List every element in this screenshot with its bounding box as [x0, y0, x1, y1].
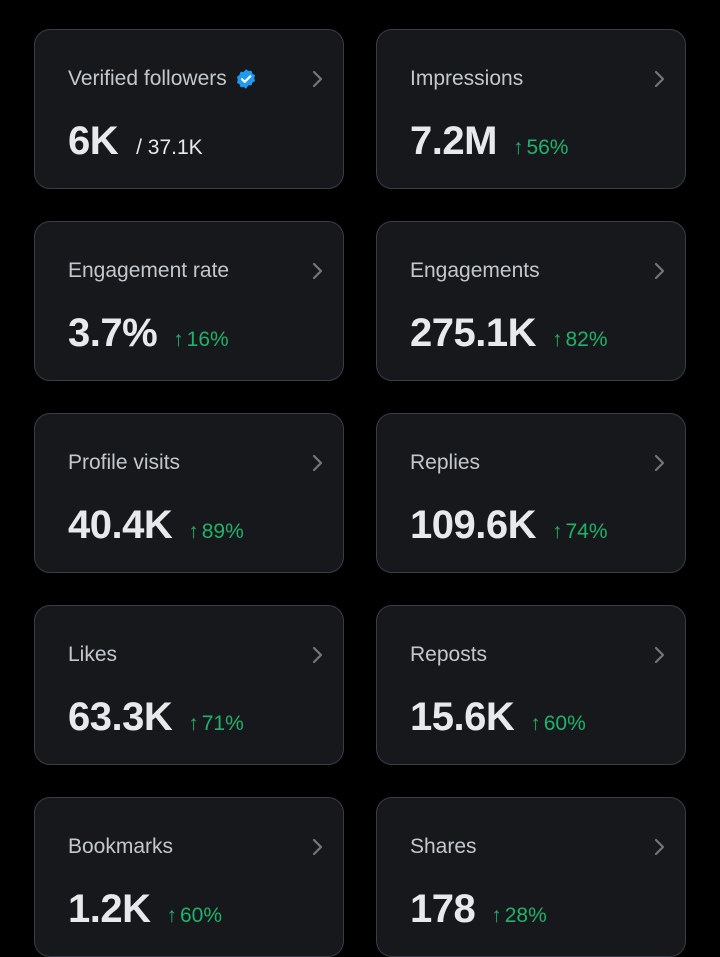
metric-value-row: 3.7% ↑ 16%: [68, 310, 229, 356]
metric-change: ↑ 89%: [188, 520, 244, 544]
verified-badge-icon: [236, 69, 255, 89]
metric-value-row: 1.2K ↑ 60%: [68, 886, 222, 932]
analytics-metrics-grid: Verified followers 6K / 37.1K Impression…: [34, 29, 686, 957]
chevron-right-icon: [312, 838, 323, 856]
metric-title: Likes: [68, 643, 117, 667]
metric-change-percent: 56%: [526, 136, 569, 159]
metric-total: / 37.1K: [136, 136, 203, 159]
metric-value-row: 109.6K ↑ 74%: [410, 502, 608, 548]
metric-card-replies[interactable]: Replies 109.6K ↑ 74%: [376, 413, 686, 573]
metric-change-percent: 60%: [180, 904, 223, 927]
metric-change: ↑ 60%: [167, 904, 223, 928]
metric-value-row: 178 ↑ 28%: [410, 886, 547, 932]
metric-change: ↑ 74%: [552, 520, 608, 544]
metric-change-percent: 89%: [201, 520, 244, 543]
metric-label: Engagement rate: [68, 259, 230, 282]
metric-change: ↑ 60%: [530, 712, 586, 736]
metric-label: Likes: [68, 643, 118, 666]
metric-value-row: 40.4K ↑ 89%: [68, 502, 244, 548]
metric-title: Impressions: [410, 67, 523, 91]
metric-change: ↑ 28%: [491, 904, 547, 928]
metric-title: Shares: [410, 835, 477, 859]
chevron-right-icon: [654, 262, 665, 280]
metric-title: Engagement rate: [68, 259, 229, 283]
metric-change: ↑ 56%: [513, 136, 569, 160]
arrow-up-icon: ↑: [530, 712, 541, 735]
metric-value: 275.1K: [410, 311, 536, 355]
chevron-right-icon: [312, 454, 323, 472]
metric-title: Engagements: [410, 259, 540, 283]
chevron-right-icon: [312, 70, 323, 88]
metric-value: 7.2M: [410, 119, 497, 163]
metric-change-percent: 74%: [565, 520, 608, 543]
metric-change: ↑ 16%: [173, 328, 229, 352]
metric-value: 6K: [68, 119, 119, 163]
metric-value-row: 63.3K ↑ 71%: [68, 694, 244, 740]
metric-value-row: 15.6K ↑ 60%: [410, 694, 586, 740]
arrow-up-icon: ↑: [551, 328, 563, 351]
metric-label: Replies: [410, 451, 481, 474]
metric-card-bookmarks[interactable]: Bookmarks 1.2K ↑ 60%: [34, 797, 344, 957]
metric-card-engagements[interactable]: Engagements 275.1K ↑ 82%: [376, 221, 686, 381]
metric-label: Shares: [410, 835, 477, 858]
metric-value-row: 275.1K ↑ 82%: [410, 310, 608, 356]
metric-value: 63.3K: [68, 695, 173, 739]
metric-card-engagement-rate[interactable]: Engagement rate 3.7% ↑ 16%: [34, 221, 344, 381]
metric-title: Reposts: [410, 643, 487, 667]
metric-title: Replies: [410, 451, 480, 475]
metric-value: 3.7%: [68, 311, 158, 355]
metric-change-percent: 71%: [201, 712, 244, 735]
arrow-up-icon: ↑: [188, 712, 199, 735]
chevron-right-icon: [312, 262, 323, 280]
metric-card-shares[interactable]: Shares 178 ↑ 28%: [376, 797, 686, 957]
metric-change-percent: 16%: [186, 328, 229, 351]
arrow-up-icon: ↑: [188, 520, 199, 543]
metric-change: ↑ 71%: [188, 712, 244, 736]
metric-value-row: 6K / 37.1K: [68, 118, 203, 164]
metric-change: ↑ 82%: [552, 328, 608, 352]
metric-card-likes[interactable]: Likes 63.3K ↑ 71%: [34, 605, 344, 765]
metric-value: 109.6K: [410, 503, 536, 547]
metric-value: 15.6K: [410, 695, 515, 739]
metric-title: Bookmarks: [68, 835, 173, 859]
chevron-right-icon: [312, 646, 323, 664]
metric-value-row: 7.2M ↑ 56%: [410, 118, 568, 164]
arrow-up-icon: ↑: [551, 520, 563, 543]
chevron-right-icon: [654, 646, 665, 664]
metric-card-profile-visits[interactable]: Profile visits 40.4K ↑ 89%: [34, 413, 344, 573]
metric-card-verified-followers[interactable]: Verified followers 6K / 37.1K: [34, 29, 344, 189]
chevron-right-icon: [654, 838, 665, 856]
chevron-right-icon: [654, 70, 665, 88]
metric-title: Profile visits: [68, 451, 180, 475]
metric-value: 1.2K: [68, 887, 151, 931]
metric-title: Verified followers: [68, 67, 257, 91]
metric-value: 178: [410, 887, 476, 931]
arrow-up-icon: ↑: [491, 904, 502, 927]
metric-label: Bookmarks: [68, 835, 174, 858]
metric-value: 40.4K: [68, 503, 173, 547]
metric-change-percent: 60%: [543, 712, 586, 735]
arrow-up-icon: ↑: [512, 136, 524, 159]
metric-label: Engagements: [410, 259, 540, 282]
metric-change-percent: 82%: [565, 328, 608, 351]
arrow-up-icon: ↑: [173, 328, 184, 351]
metric-change-percent: 28%: [504, 904, 547, 927]
chevron-right-icon: [654, 454, 665, 472]
metric-label: Impressions: [410, 67, 524, 90]
metric-label: Profile visits: [68, 451, 181, 474]
metric-label: Verified followers: [68, 67, 227, 90]
metric-label: Reposts: [410, 643, 488, 666]
arrow-up-icon: ↑: [166, 904, 178, 927]
metric-card-impressions[interactable]: Impressions 7.2M ↑ 56%: [376, 29, 686, 189]
metric-card-reposts[interactable]: Reposts 15.6K ↑ 60%: [376, 605, 686, 765]
